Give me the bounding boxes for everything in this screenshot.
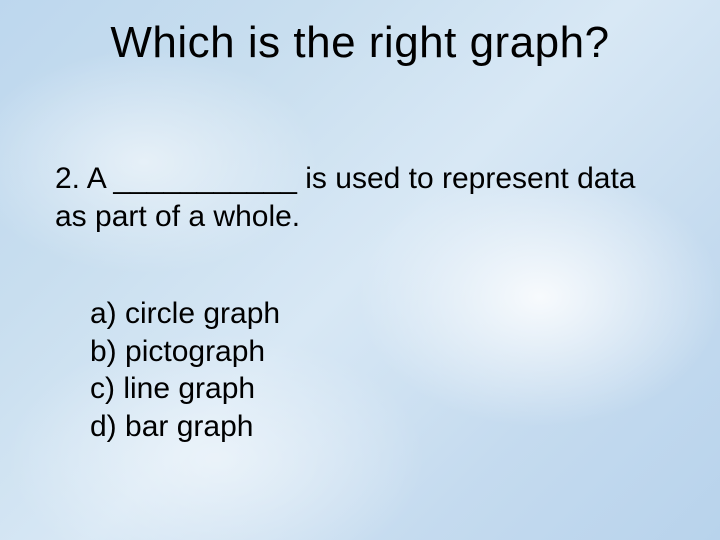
- option-d: d) bar graph: [90, 408, 280, 446]
- options-list: a) circle graph b) pictograph c) line gr…: [90, 295, 280, 445]
- slide: Which is the right graph? 2. A _________…: [0, 0, 720, 540]
- option-b: b) pictograph: [90, 333, 280, 371]
- option-c: c) line graph: [90, 370, 280, 408]
- option-a: a) circle graph: [90, 295, 280, 333]
- slide-title: Which is the right graph?: [0, 18, 720, 68]
- question-text: 2. A ___________ is used to represent da…: [55, 160, 670, 235]
